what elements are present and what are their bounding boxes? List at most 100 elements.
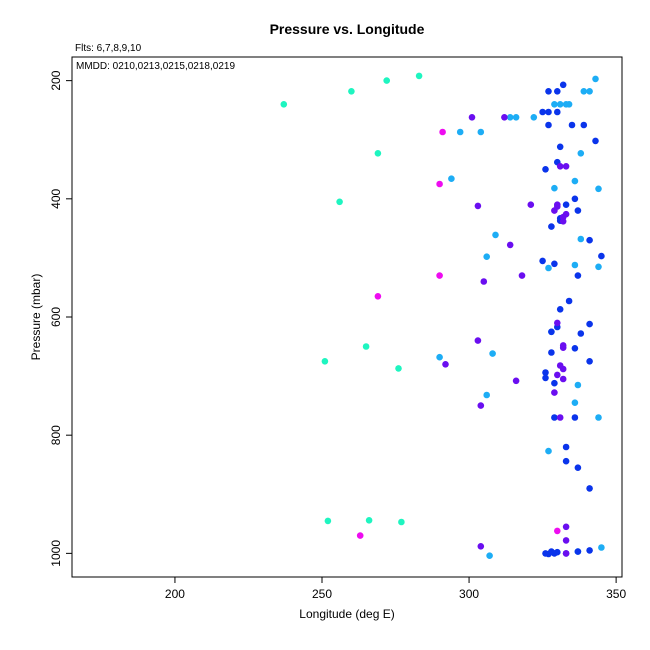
chart-title: Pressure vs. Longitude <box>270 21 425 37</box>
data-point <box>565 297 573 305</box>
x-axis: 200 250 300 350 <box>165 577 626 601</box>
data-point <box>556 101 564 108</box>
data-point <box>574 272 582 279</box>
data-point <box>548 328 555 336</box>
data-point <box>562 523 570 531</box>
data-point <box>571 195 579 203</box>
y-axis-label: Pressure (mbar) <box>29 274 43 361</box>
data-point <box>539 257 546 265</box>
data-point <box>571 414 579 421</box>
data-point <box>574 381 582 389</box>
data-point <box>545 108 552 116</box>
data-point <box>559 81 567 89</box>
data-point <box>506 114 514 121</box>
data-point <box>365 517 373 524</box>
data-point <box>551 260 558 268</box>
x-tick-label: 200 <box>165 587 185 601</box>
x-tick-label: 250 <box>312 587 332 601</box>
data-point <box>448 175 455 182</box>
data-point <box>477 402 485 409</box>
data-point <box>527 201 535 208</box>
data-point <box>474 337 482 344</box>
data-point <box>571 177 579 185</box>
data-point <box>336 198 343 206</box>
data-point <box>395 365 402 372</box>
data-point <box>483 391 491 399</box>
data-point <box>554 108 561 116</box>
data-point <box>551 389 558 396</box>
plot-frame <box>71 56 623 578</box>
data-point <box>562 443 570 451</box>
data-point <box>530 114 538 121</box>
data-point <box>468 114 476 121</box>
data-point <box>486 552 493 559</box>
y-axis: 200 400 600 800 1000 <box>49 70 72 567</box>
data-point <box>577 235 585 243</box>
data-point <box>439 128 446 136</box>
data-point <box>477 543 485 550</box>
data-point <box>568 121 576 129</box>
data-point <box>415 72 423 80</box>
data-point <box>580 88 588 95</box>
flights-annotation: Flts: 6,7,8,9,10 <box>75 43 142 54</box>
data-point <box>556 362 564 369</box>
data-point <box>586 88 593 95</box>
data-point <box>562 201 570 208</box>
data-point <box>374 150 382 157</box>
data-point <box>492 231 499 239</box>
data-point <box>551 184 558 192</box>
data-point <box>474 202 482 210</box>
data-point <box>586 320 593 328</box>
data-point <box>321 358 329 365</box>
data-point <box>554 527 561 535</box>
data-point <box>592 137 599 145</box>
data-point <box>456 128 464 136</box>
data-point <box>559 213 567 221</box>
data-point <box>480 278 488 285</box>
data-point <box>501 114 508 121</box>
data-point <box>551 414 558 421</box>
data-point <box>545 121 552 129</box>
data-point <box>559 342 567 349</box>
data-point <box>595 185 602 193</box>
data-point <box>477 128 485 136</box>
data-point <box>436 180 443 188</box>
data-point <box>577 150 585 157</box>
data-point <box>571 261 579 269</box>
data-point <box>562 550 570 557</box>
data-point <box>551 207 558 214</box>
data-point <box>586 358 593 365</box>
data-point <box>324 517 332 525</box>
data-point <box>542 374 549 382</box>
data-point <box>595 263 602 271</box>
data-point <box>436 353 443 361</box>
data-point <box>574 207 582 214</box>
data-point <box>512 114 520 121</box>
data-point <box>489 350 496 357</box>
data-point <box>554 88 561 95</box>
data-point <box>556 414 564 421</box>
data-point <box>574 464 582 472</box>
data-point <box>280 101 288 108</box>
data-point <box>586 547 593 554</box>
data-point <box>577 330 585 337</box>
data-point <box>580 121 588 129</box>
data-point <box>571 399 579 407</box>
data-point <box>598 252 605 260</box>
data-point <box>571 345 579 352</box>
data-point <box>562 537 570 544</box>
data-point <box>556 163 564 170</box>
data-point <box>348 88 355 95</box>
data-point <box>554 371 561 379</box>
data-point <box>383 77 391 84</box>
data-point <box>548 349 555 356</box>
data-point <box>556 143 564 151</box>
y-tick-label: 600 <box>49 307 63 327</box>
data-point <box>483 253 491 260</box>
data-point <box>551 101 558 108</box>
y-tick-label: 400 <box>49 188 63 208</box>
data-point <box>362 343 370 350</box>
data-point <box>442 361 449 368</box>
data-point <box>506 241 514 249</box>
